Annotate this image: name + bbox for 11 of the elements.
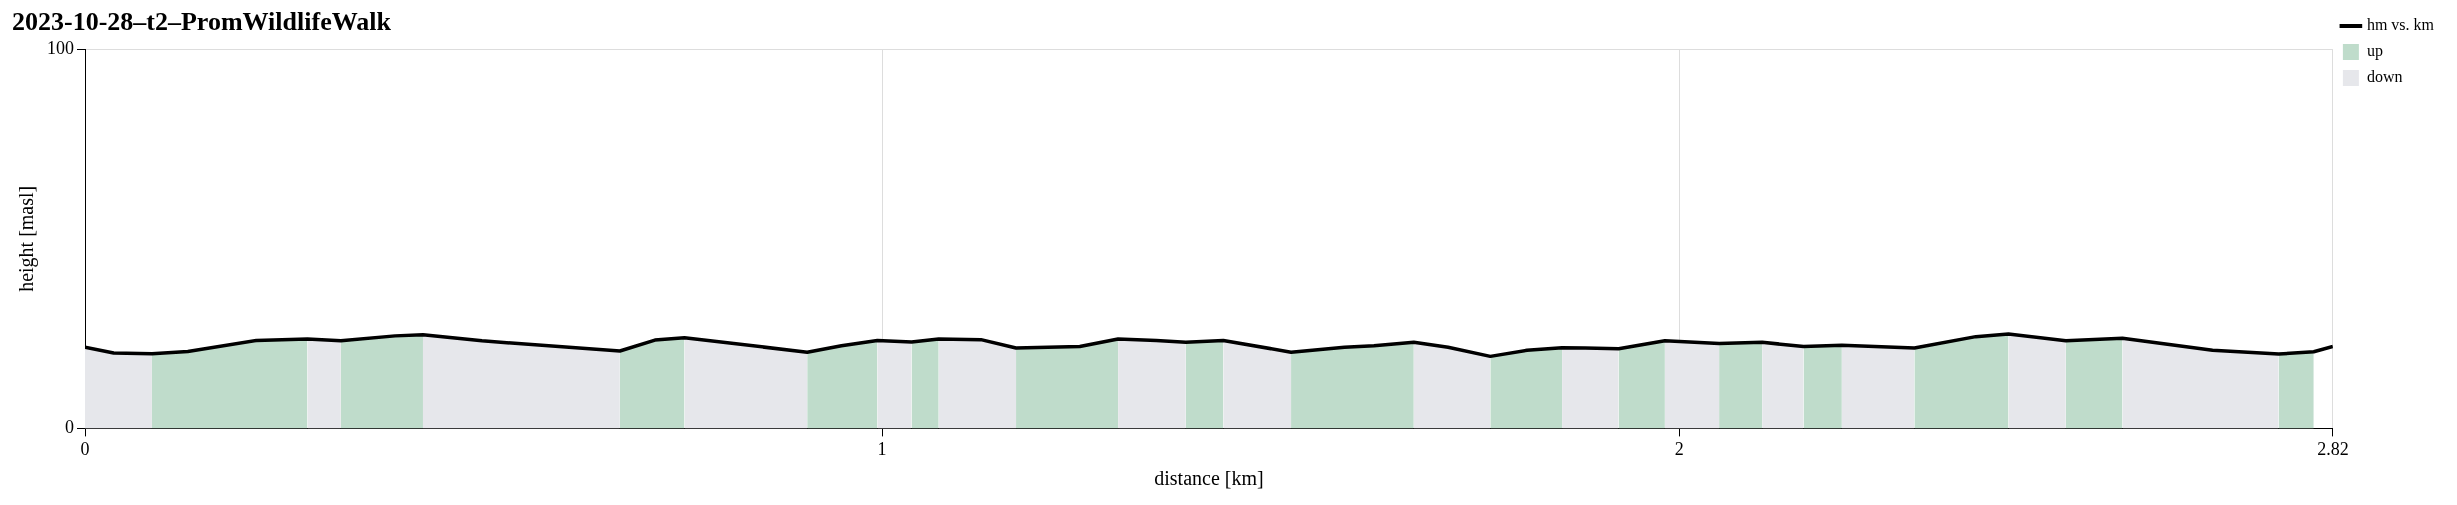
- y-tick-label: 100: [47, 37, 74, 58]
- legend-label: down: [2366, 68, 2403, 86]
- x-tick-label: 1: [877, 438, 887, 459]
- x-axis-title: distance [km]: [1154, 467, 1264, 490]
- y-axis-title: height [masl]: [15, 185, 39, 292]
- x-tick-label: 2.82: [2317, 438, 2349, 459]
- x-tick-label: 0: [80, 438, 90, 459]
- x-tick-label: 2: [1674, 438, 1684, 459]
- legend-label: up: [2366, 42, 2383, 61]
- legend-label: hm vs. km: [2366, 16, 2435, 34]
- chart-title: 2023-10-28–t2–PromWildlifeWalk: [12, 7, 392, 37]
